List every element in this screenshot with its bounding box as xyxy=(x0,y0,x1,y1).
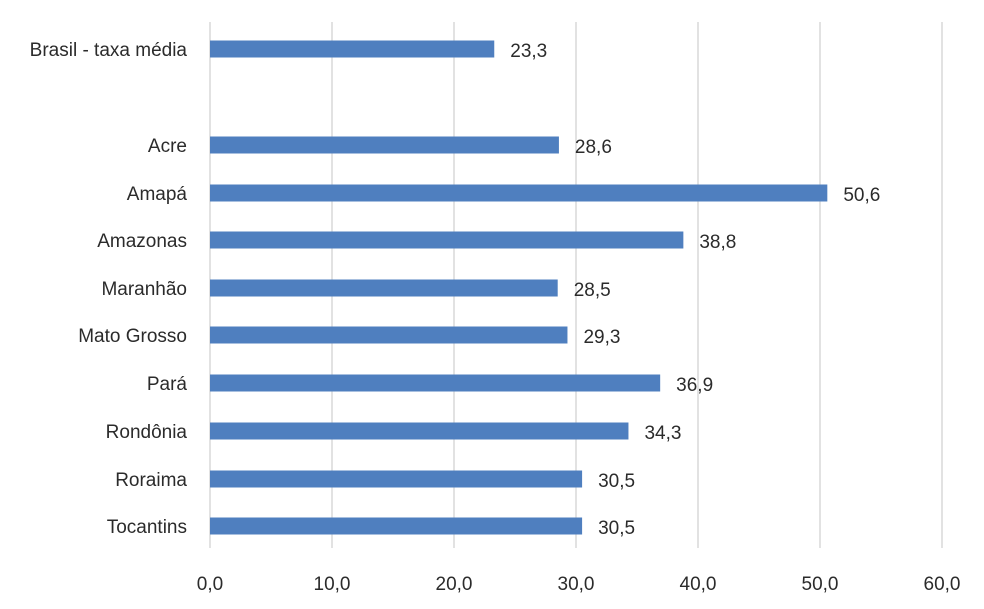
data-label: 50,6 xyxy=(843,185,880,206)
bar xyxy=(210,279,558,297)
bar xyxy=(210,231,684,249)
bar xyxy=(210,374,661,392)
category-label: Brasil - taxa média xyxy=(30,40,188,61)
label-layer: 0,0 10,0 20,0 30,0 40,0 50,0 60,0 Brasil - taxa… xyxy=(30,40,961,595)
x-tick-label: 10,0 xyxy=(314,574,351,595)
data-label: 29,3 xyxy=(583,327,620,348)
x-tick-label: 0,0 xyxy=(197,574,223,595)
data-label: 28,5 xyxy=(574,280,611,301)
data-label: 36,9 xyxy=(676,375,713,396)
category-label: Rondônia xyxy=(106,422,188,443)
bar xyxy=(210,470,583,488)
bar xyxy=(210,136,559,154)
data-label: 30,5 xyxy=(598,471,635,492)
bar xyxy=(210,422,629,440)
category-label: Amazonas xyxy=(97,231,187,252)
x-tick-label: 60,0 xyxy=(924,574,961,595)
x-tick-label: 40,0 xyxy=(680,574,717,595)
category-label: Amapá xyxy=(127,184,188,205)
bar xyxy=(210,517,583,535)
x-tick-label: 20,0 xyxy=(436,574,473,595)
bar-layer xyxy=(210,40,828,535)
x-tick-label: 30,0 xyxy=(558,574,595,595)
category-label: Maranhão xyxy=(101,279,187,300)
category-label: Pará xyxy=(147,374,188,395)
data-label: 28,6 xyxy=(575,137,612,158)
data-label: 30,5 xyxy=(598,518,635,539)
bar xyxy=(210,326,568,344)
category-label: Mato Grosso xyxy=(78,326,187,347)
bar xyxy=(210,184,828,202)
bar xyxy=(210,40,495,58)
category-label: Acre xyxy=(148,136,187,157)
category-label: Roraima xyxy=(115,470,187,491)
data-label: 23,3 xyxy=(510,41,547,62)
data-label: 38,8 xyxy=(699,232,736,253)
x-tick-label: 50,0 xyxy=(802,574,839,595)
category-label: Tocantins xyxy=(107,517,187,538)
data-label: 34,3 xyxy=(644,423,681,444)
